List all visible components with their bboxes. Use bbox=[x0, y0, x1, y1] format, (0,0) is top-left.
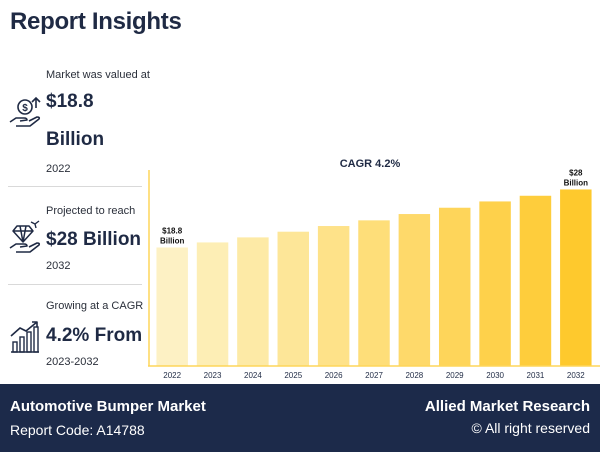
chart-data-label-unit: Billion bbox=[160, 236, 185, 245]
bar-chart: CAGR 4.2% 2022 2023 2024 2025 2026 2027 2028 202… bbox=[148, 158, 600, 380]
diamond-hand-icon bbox=[9, 220, 41, 253]
footer-market-name: Automotive Bumper Market bbox=[10, 398, 206, 415]
chart-data-label: $18.8 bbox=[162, 226, 183, 235]
footer-bar: Automotive Bumper Market Report Code: A1… bbox=[0, 384, 600, 452]
chart-bar bbox=[519, 195, 552, 366]
stat-cagr: Growing at a CAGR 4.2% From 2023-2032 bbox=[8, 292, 144, 372]
stat-market-value: Market was valued at $ $18.8 Billion 202… bbox=[8, 64, 150, 180]
page-title: Report Insights bbox=[10, 8, 182, 35]
chart-x-tick-label: 2029 bbox=[446, 371, 464, 380]
chart-bar bbox=[277, 231, 310, 366]
footer-report-code: Report Code: A14788 bbox=[10, 422, 145, 438]
chart-x-tick-label: 2022 bbox=[163, 371, 181, 380]
growth-chart-icon bbox=[10, 321, 39, 353]
chart-data-label-unit: Billion bbox=[564, 178, 589, 187]
stat-year: 2022 bbox=[46, 163, 71, 175]
footer-rights: © All right reserved bbox=[471, 420, 590, 436]
chart-bar bbox=[358, 220, 390, 366]
chart-x-tick-label: 2028 bbox=[405, 371, 423, 380]
stat-caption: Market was valued at bbox=[46, 69, 150, 81]
chart-bar bbox=[398, 214, 431, 366]
chart-title: CAGR 4.2% bbox=[340, 158, 401, 170]
chart-x-tick-label: 2031 bbox=[527, 371, 545, 380]
stat-value: $28 Billion bbox=[46, 229, 142, 250]
chart-bar bbox=[479, 201, 511, 366]
chart-bar bbox=[237, 237, 269, 366]
stat-value: $18.8 bbox=[46, 91, 94, 112]
chart-x-tick-label: 2024 bbox=[244, 371, 262, 380]
chart-data-label: $28 bbox=[569, 168, 583, 177]
stat-year: 2023-2032 bbox=[46, 356, 99, 368]
stat-divider bbox=[8, 186, 142, 187]
money-hand-icon: $ bbox=[9, 96, 41, 127]
chart-bar bbox=[156, 247, 188, 366]
stat-caption: Growing at a CAGR bbox=[46, 300, 144, 312]
chart-bar bbox=[317, 226, 350, 366]
chart-bar bbox=[438, 207, 471, 366]
chart-x-tick-label: 2025 bbox=[284, 371, 302, 380]
chart-x-tick-label: 2027 bbox=[365, 371, 383, 380]
stat-value-unit: Billion bbox=[46, 129, 105, 150]
chart-x-tick-label: 2030 bbox=[486, 371, 504, 380]
chart-bar bbox=[196, 242, 229, 366]
stat-value: 4.2% From bbox=[46, 325, 143, 346]
stat-projected-value: Projected to reach $28 Billion 2032 bbox=[8, 198, 142, 274]
stat-caption: Projected to reach bbox=[46, 205, 136, 217]
chart-x-tick-label: 2032 bbox=[567, 371, 585, 380]
stat-divider bbox=[8, 284, 142, 285]
chart-bar bbox=[560, 189, 592, 366]
chart-x-tick-label: 2026 bbox=[325, 371, 343, 380]
chart-x-tick-label: 2023 bbox=[204, 371, 222, 380]
stat-year: 2032 bbox=[46, 260, 71, 272]
footer-brand: Allied Market Research bbox=[424, 398, 590, 415]
svg-text:$: $ bbox=[22, 103, 28, 114]
